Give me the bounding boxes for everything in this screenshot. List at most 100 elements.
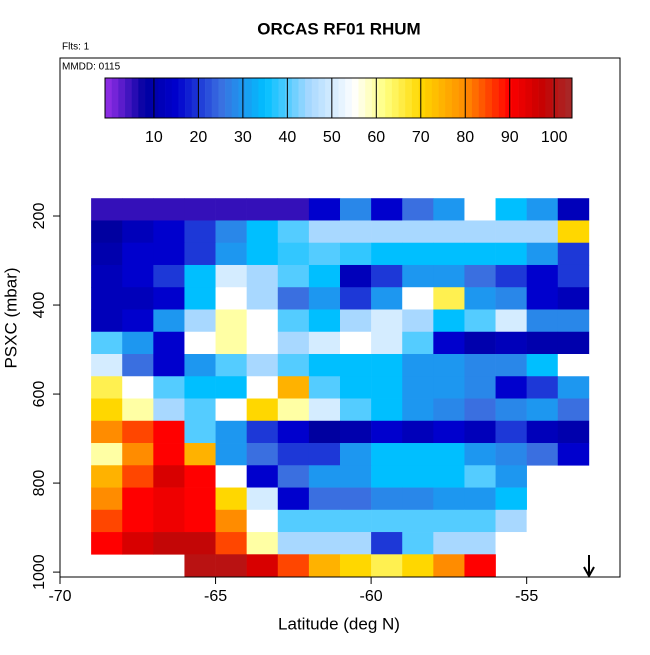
heat-cell [340, 220, 372, 244]
heat-cell [184, 532, 216, 555]
heat-cell [371, 509, 403, 533]
colorbar-step [558, 78, 566, 118]
colorbar-step [211, 78, 219, 118]
heat-cell [153, 220, 185, 244]
heat-cell [495, 331, 527, 355]
heat-cell [340, 198, 372, 221]
colorbar-step [411, 78, 419, 118]
colorbar-step [451, 78, 459, 118]
colorbar-step [338, 78, 346, 118]
heat-cell [215, 198, 247, 221]
heat-cell [464, 309, 496, 333]
heat-cell [340, 309, 372, 333]
heat-cell [153, 242, 185, 266]
heat-cell [153, 198, 185, 221]
heat-cell [402, 509, 434, 533]
heat-cell [495, 309, 527, 333]
heat-cell [433, 287, 465, 310]
heat-cell [464, 554, 496, 577]
heat-cell [371, 487, 403, 511]
heat-cell [153, 443, 185, 466]
colorbar-step [491, 78, 499, 118]
heat-cell [402, 309, 434, 333]
colorbar-tick-label: 30 [234, 129, 252, 146]
heat-cell [153, 376, 185, 399]
colorbar-step [565, 78, 573, 118]
colorbar-step [305, 78, 313, 118]
heat-cell [495, 287, 527, 310]
heat-cell [184, 287, 216, 310]
heat-cell [371, 264, 403, 288]
colorbar-step [251, 78, 259, 118]
heat-cell [277, 264, 310, 288]
heat-cell [153, 264, 185, 288]
heat-cell [371, 353, 403, 377]
colorbar: 10 20 30 40 50 60 70 80 90 100 [104, 77, 573, 146]
heat-cell [153, 331, 185, 355]
heat-cell [277, 287, 310, 310]
heat-cell [308, 465, 341, 488]
heat-cell [557, 443, 590, 466]
colorbar-tick-label: 60 [367, 129, 385, 146]
colorbar-step [391, 78, 399, 118]
heat-cell [526, 242, 559, 266]
heat-cell [371, 554, 403, 577]
heat-cell [184, 331, 216, 355]
colorbar-tick-label: 50 [323, 129, 341, 146]
heat-cell [340, 353, 372, 377]
colorbar-step [145, 78, 152, 118]
heat-cell [215, 264, 247, 288]
y-tick-label: 200 [31, 203, 48, 230]
heat-cell [277, 376, 310, 399]
heat-cell [433, 509, 465, 533]
heat-cell [557, 220, 590, 244]
plot-frame [59, 57, 621, 578]
heat-cell [308, 532, 341, 555]
heat-cell [557, 264, 590, 288]
heat-cell [184, 420, 216, 444]
heat-cell [340, 554, 372, 577]
heat-cell [308, 309, 341, 333]
heat-cell [246, 309, 279, 333]
heat-cell [402, 264, 434, 288]
colorbar-step [471, 78, 479, 118]
heat-cell [91, 242, 123, 266]
x-axis-label: Latitude (deg N) [278, 614, 400, 633]
heat-cell [371, 420, 403, 444]
heat-cell [153, 509, 185, 533]
heat-cell [402, 487, 434, 511]
heat-cell [557, 353, 590, 377]
heat-cell [433, 532, 465, 555]
heat-cell [464, 376, 496, 399]
heat-cell [246, 398, 279, 422]
heat-cell [340, 331, 372, 355]
heat-cell [122, 264, 154, 288]
colorbar-step [125, 78, 132, 118]
heat-cell [122, 353, 154, 377]
heat-cell [526, 509, 559, 533]
colorbar-step [198, 78, 206, 118]
heat-cell [308, 420, 341, 444]
heat-cell [91, 443, 123, 466]
heat-cell [340, 287, 372, 310]
y-tick-label: 600 [31, 381, 48, 408]
heat-cell [433, 242, 465, 266]
heat-cell [277, 331, 310, 355]
heat-cell [464, 398, 496, 422]
heat-cell [277, 487, 310, 511]
heat-cell [215, 309, 247, 333]
heat-cell [215, 398, 247, 422]
heat-cell [122, 198, 154, 221]
heat-cell [495, 420, 527, 444]
heat-cell [308, 487, 341, 511]
heat-cell [433, 420, 465, 444]
heat-cell [495, 376, 527, 399]
heat-cell [277, 220, 310, 244]
chart-title: ORCAS RF01 RHUM [257, 19, 420, 38]
heat-cell [153, 465, 185, 488]
heat-cell [153, 420, 185, 444]
colorbar-tick-label: 40 [278, 129, 296, 146]
heat-cell [215, 376, 247, 399]
heat-cell [91, 376, 123, 399]
colorbar-tick-label: 70 [412, 129, 430, 146]
